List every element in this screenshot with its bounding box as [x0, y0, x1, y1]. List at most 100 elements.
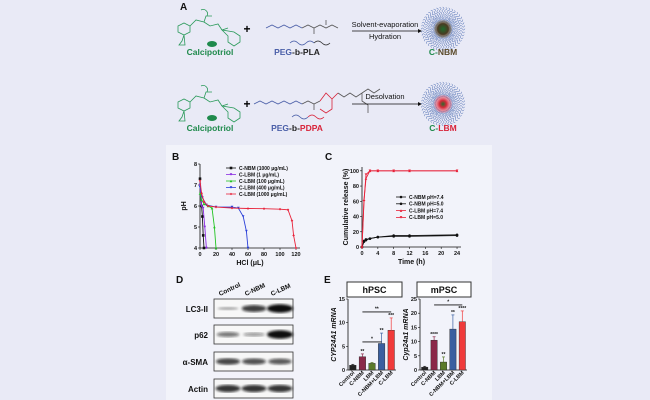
data-point [202, 202, 206, 206]
product-prefix: C- [429, 47, 438, 57]
peg-chain [430, 109, 440, 123]
calcipotriol-structure [177, 85, 241, 123]
data-point [245, 229, 248, 233]
x-axis-label: HCl (μL) [236, 260, 263, 267]
process-label-top-row1: Solvent-evaporation [352, 20, 419, 29]
micelle-core [434, 95, 452, 113]
significance-marker: *** [388, 313, 394, 319]
peg-chain [428, 87, 439, 99]
peg-chain [445, 8, 453, 23]
y-tick-label: 40 [353, 215, 359, 221]
y-tick-label: 5 [194, 225, 197, 231]
blot-band [215, 384, 241, 393]
process-label-top-row2: Desolvation [365, 92, 404, 101]
data-point [399, 216, 403, 219]
bar-3 [449, 328, 457, 371]
data-point [198, 192, 202, 195]
peg-chain [446, 10, 456, 24]
peg-chain [424, 32, 438, 42]
peg-chain [438, 82, 443, 98]
blot-band [242, 358, 266, 365]
y-tick-label: 5 [414, 354, 417, 360]
data-point [455, 169, 459, 173]
x-tick-label: 12 [406, 251, 412, 257]
product-label-row2: C-LBM [429, 123, 456, 133]
peg-chain [424, 107, 438, 117]
peg-chain [449, 99, 465, 104]
peg-chain [449, 102, 466, 106]
data-point [213, 225, 216, 229]
peg-chain [436, 82, 442, 98]
peg-chain [446, 85, 456, 99]
data-point [290, 219, 294, 222]
legend-label: C-LBM (1 μg/mL) [239, 172, 279, 178]
peg-chain [421, 24, 437, 30]
plus-sign-row1: + [243, 22, 250, 36]
blot-band [268, 358, 292, 365]
data-point [229, 192, 233, 196]
data-point [408, 169, 411, 173]
peg-chain [438, 110, 444, 126]
y-axis-label: Cumulative release (%) [343, 169, 350, 246]
data-point [205, 246, 208, 250]
data-point [229, 166, 233, 170]
peg-chain [444, 82, 451, 98]
data-point [362, 199, 366, 203]
peg-chain [422, 94, 437, 102]
peg-chain [447, 108, 460, 119]
peg-chain [428, 108, 439, 121]
bar-0 [421, 366, 429, 371]
peg-chain [443, 110, 448, 126]
y-tick-label: 60 [353, 199, 359, 205]
blot-band [216, 331, 240, 338]
peg-chain [438, 7, 443, 23]
data-point [200, 204, 203, 208]
peg-chain [421, 21, 437, 28]
drug-label-row2: Calcipotriol [187, 123, 234, 133]
data-point [262, 207, 266, 211]
peg-chain [441, 110, 445, 127]
peg-chain [428, 12, 439, 24]
data-point [200, 192, 203, 195]
peg-chain [426, 14, 439, 25]
bar-3 [378, 343, 386, 371]
bar-4 [458, 321, 466, 371]
peg-chain [449, 103, 465, 109]
y-tick-label: 100 [350, 169, 359, 175]
process-label-bottom-row1: Hydration [369, 32, 401, 41]
peg-pdpa-structure [253, 88, 381, 120]
peg-label: PEG [274, 47, 292, 57]
drug-icon [207, 41, 217, 47]
bar-1 [358, 356, 366, 371]
peg-chain [442, 7, 448, 23]
series-1 [360, 234, 459, 249]
x-tick-label: 80 [261, 252, 267, 258]
y-tick-label: 6 [194, 204, 197, 210]
y-tick-label: 0 [342, 368, 345, 374]
data-point [241, 215, 245, 218]
micelle-core [434, 20, 452, 38]
data-point [246, 246, 250, 250]
peg-chain [448, 91, 462, 101]
y-tick-label: 10 [339, 321, 345, 327]
chart-b-ph-titration: 0 20 40 60 80 100 120 4 5 6 7 8 HCl (μL) pH C-NBM (100… [181, 162, 301, 267]
data-point [362, 240, 366, 243]
data-point [292, 234, 295, 237]
series-3 [360, 169, 459, 249]
data-point [246, 207, 250, 210]
pdpa-label: PDPA [300, 123, 323, 133]
x-tick-label: 0 [360, 251, 363, 257]
peg-chain [442, 82, 448, 98]
y-tick-label: 5 [342, 344, 345, 350]
data-point [399, 202, 403, 206]
data-point [399, 195, 403, 199]
peg-chain [444, 35, 450, 51]
peg-chain [446, 109, 456, 123]
peg-chain [444, 110, 450, 126]
data-point [408, 235, 411, 238]
arrow-head-icon [418, 102, 422, 106]
peg-chain [449, 94, 464, 102]
x-tick-label: 20 [438, 251, 444, 257]
